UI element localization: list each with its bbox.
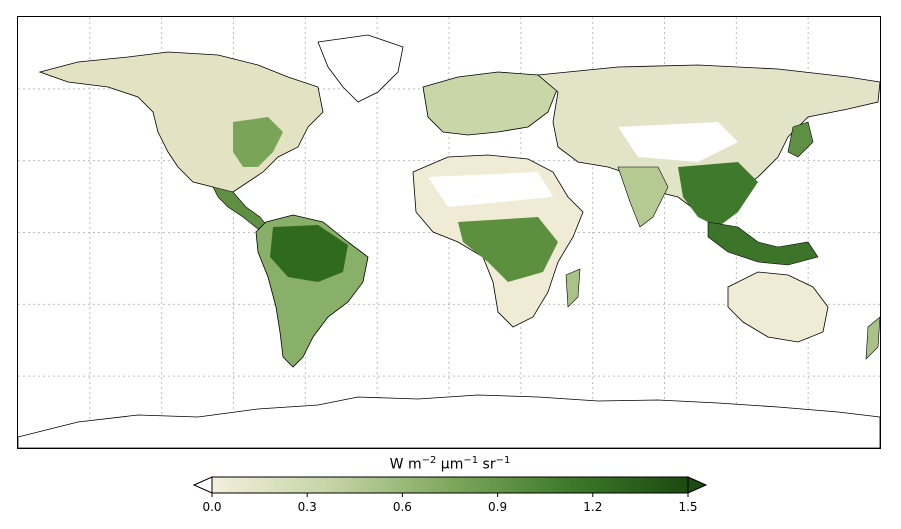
- colorbar-tick-label: 0.3: [298, 500, 317, 514]
- colorbar: W m−2 μm−1 sr−1 0.0 0.3 0.6 0.9 1.2 1.5: [190, 455, 710, 525]
- india: [617, 166, 669, 228]
- colorbar-unit-label: W m−2 μm−1 sr−1: [389, 455, 511, 473]
- colorbar-tick-label: 1.2: [583, 500, 602, 514]
- new-zealand: [865, 316, 880, 360]
- colorbar-tick-label: 0.9: [488, 500, 507, 514]
- tibet-gobi: [618, 122, 738, 162]
- world-map: [18, 17, 880, 448]
- colorbar-graphic: 0.0 0.3 0.6 0.9 1.2 1.5: [192, 476, 708, 514]
- indonesia: [707, 221, 819, 266]
- central-africa: [458, 217, 558, 282]
- colorbar-gradient: [211, 476, 689, 494]
- madagascar: [565, 268, 581, 308]
- australia: [727, 271, 829, 343]
- colorbar-tick-label: 0.0: [202, 500, 221, 514]
- colorbar-ticks: 0.0 0.3 0.6 0.9 1.2 1.5: [202, 493, 698, 514]
- north-america: [38, 51, 324, 198]
- central-america: [212, 186, 269, 230]
- colorbar-tick-label: 1.5: [678, 500, 697, 514]
- japan: [787, 121, 814, 158]
- europe: [422, 71, 559, 136]
- southeast-asia: [678, 162, 758, 227]
- antarctica: [18, 394, 880, 448]
- map-panel: [17, 16, 881, 449]
- land-areas: [18, 34, 880, 448]
- colorbar-extend-low: [192, 476, 213, 494]
- amazon: [270, 225, 348, 282]
- greenland: [317, 34, 404, 103]
- colorbar-extend-high: [687, 476, 708, 494]
- eastern-us: [233, 117, 283, 167]
- colorbar-tick-label: 0.6: [393, 500, 412, 514]
- sahara: [428, 172, 553, 207]
